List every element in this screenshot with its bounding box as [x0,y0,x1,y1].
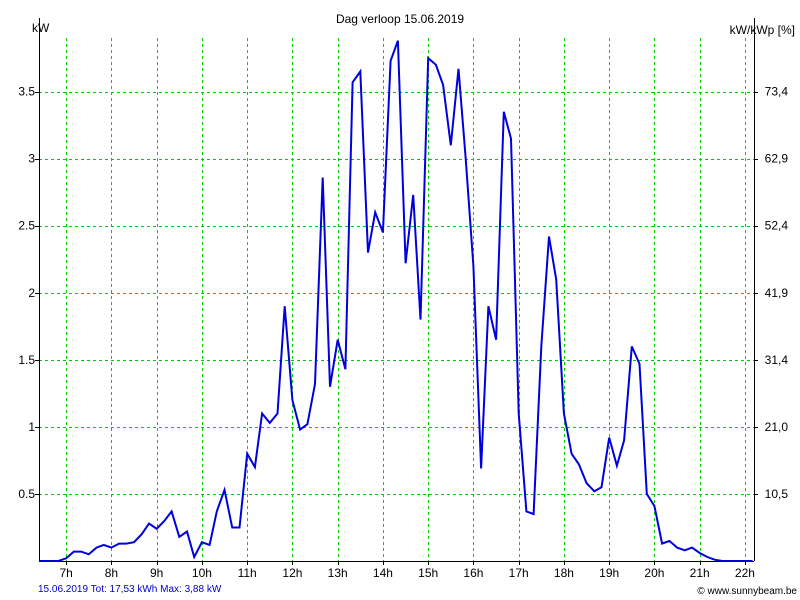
footer-summary: 15.06.2019 Tot: 17,53 kWh Max: 3,88 kW [38,584,222,595]
tick-labels: 7h 8h 9h 10h 11h 12h 13h 14h 15h 16h 17h 18h 19h 20h 2… [18,85,788,580]
x-tick-label-6: 13h [328,566,348,580]
chart-title: Dag verloop 15.06.2019 [336,12,464,26]
y-right-tick-label-2: 31,4 [765,353,789,367]
x-tick-label-10: 17h [509,566,529,580]
y-left-tick-label-3: 2 [28,286,35,300]
y-left-tick-label-5: 3 [28,152,35,166]
x-tick-label-9: 16h [463,566,483,580]
y-right-tick-label-6: 73,4 [765,85,789,99]
x-tick-label-3: 10h [192,566,212,580]
x-tick-label-5: 12h [282,566,302,580]
y-right-tick-label-1: 21,0 [765,420,789,434]
y-axis-right-label: kW/kWp [%] [730,23,795,37]
x-tick-label-1: 8h [105,566,118,580]
y-right-tick-label-4: 52,4 [765,219,789,233]
y-right-tick-label-3: 41,9 [765,286,789,300]
x-tick-label-8: 15h [418,566,438,580]
y-axis-left-label: kW [32,21,50,35]
y-left-tick-label-0: 0.5 [18,487,35,501]
axes [35,18,758,565]
series-layer [39,40,753,562]
y-right-tick-label-5: 62,9 [765,152,789,166]
x-tick-label-13: 20h [644,566,664,580]
y-right-tick-label-0: 10,5 [765,487,789,501]
x-tick-label-15: 22h [735,566,755,580]
y-left-tick-label-1: 1 [28,420,35,434]
x-tick-label-12: 19h [599,566,619,580]
x-tick-label-0: 7h [59,566,72,580]
y-left-tick-label-4: 2.5 [18,219,35,233]
y-left-tick-label-2: 1.5 [18,353,35,367]
x-tick-label-4: 11h [238,566,257,580]
x-tick-label-11: 18h [554,566,574,580]
grid [39,38,754,561]
y-left-tick-label-6: 3.5 [18,85,35,99]
series-line-0 [39,40,753,562]
x-tick-label-14: 21h [690,566,710,580]
x-tick-label-2: 9h [150,566,163,580]
x-tick-label-7: 14h [373,566,393,580]
footer-credit: © www.sunnybeam.be [697,586,797,597]
